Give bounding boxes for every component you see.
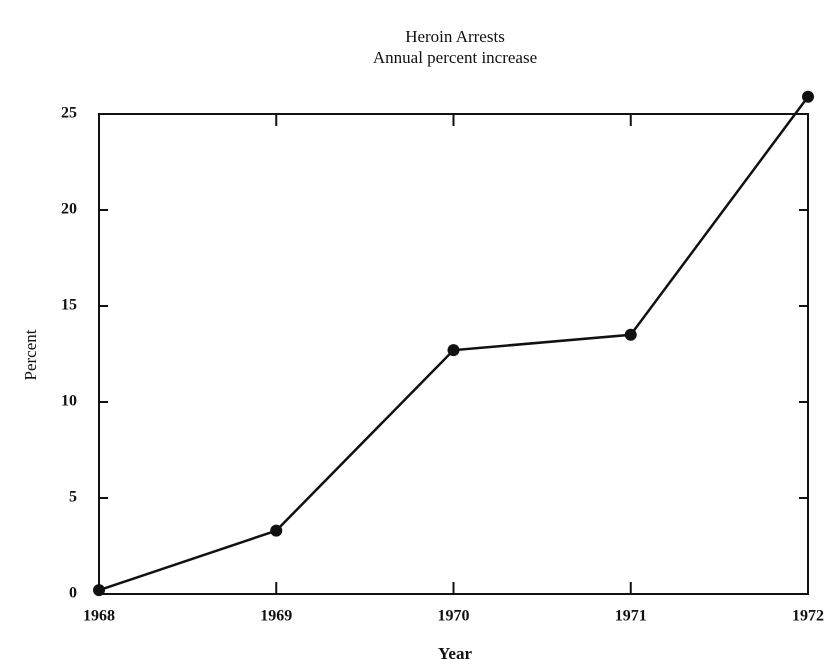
y-tick-label: 5	[69, 489, 77, 506]
y-axis-label: Percent	[21, 329, 40, 380]
data-point	[447, 344, 460, 357]
x-axis-label: Year	[438, 644, 472, 663]
x-tick-label: 1968	[83, 608, 115, 625]
chart-subtitle: Annual percent increase	[373, 48, 537, 67]
x-tick-label: 1971	[615, 608, 647, 625]
y-tick-label: 10	[61, 393, 77, 410]
x-tick-label: 1972	[792, 608, 824, 625]
x-tick-label: 1970	[438, 608, 470, 625]
data-point	[802, 90, 814, 103]
x-tick-label: 1969	[260, 608, 292, 625]
y-tick-label: 25	[61, 105, 77, 122]
y-tick-label: 15	[61, 297, 77, 314]
y-tick-label: 20	[61, 201, 77, 218]
data-point	[93, 584, 105, 597]
chart-title: Heroin Arrests	[405, 27, 505, 46]
data-line	[98, 95, 810, 592]
data-point	[270, 524, 283, 537]
y-tick-label: 0	[69, 585, 77, 602]
data-point	[624, 328, 637, 341]
